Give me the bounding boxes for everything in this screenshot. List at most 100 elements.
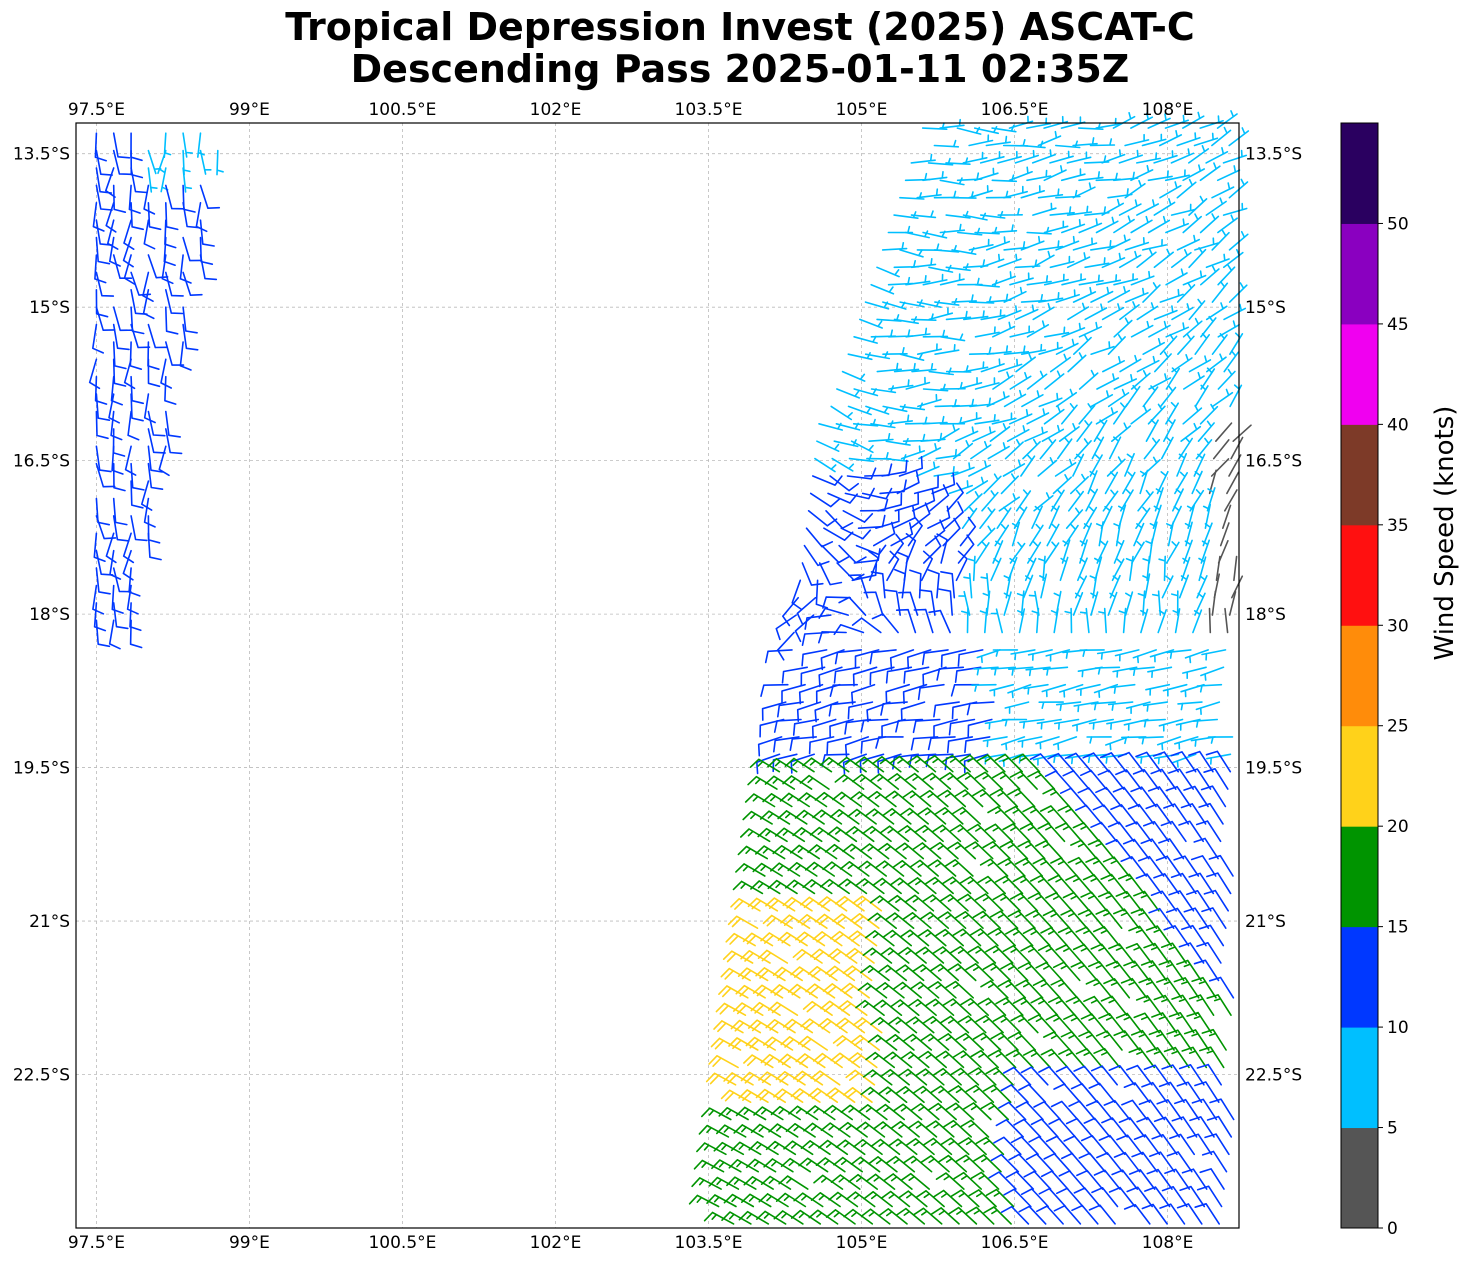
- wind-barb: [927, 1102, 957, 1121]
- wind-barb: [182, 236, 203, 262]
- wind-barb: [911, 363, 937, 373]
- wind-barb: [920, 1155, 950, 1173]
- wind-barb: [1120, 488, 1134, 512]
- wind-barb: [1052, 474, 1072, 495]
- wind-barb: [1233, 555, 1238, 582]
- wind-barb: [1136, 1116, 1163, 1138]
- wind-barb: [1141, 1203, 1168, 1225]
- wind-barb: [130, 393, 144, 422]
- wind-barb: [759, 718, 785, 738]
- wind-barb: [157, 149, 167, 175]
- wind-barb: [1163, 1046, 1190, 1069]
- wind-barb: [1180, 803, 1207, 825]
- wind-barb: [883, 1173, 913, 1190]
- wind-barb: [1002, 459, 1026, 477]
- wind-barb: [845, 1191, 876, 1208]
- wind-barb: [1125, 384, 1141, 408]
- wind-barb: [935, 1050, 965, 1069]
- wind-barb: [801, 631, 830, 646]
- wind-barb: [1098, 1134, 1126, 1156]
- colorbar-tick-label: 0: [1387, 1219, 1398, 1239]
- wind-barb: [1143, 821, 1170, 843]
- wind-barb: [887, 414, 913, 425]
- wind-barb: [1072, 182, 1096, 199]
- wind-barb: [950, 945, 979, 964]
- wind-barb: [182, 167, 193, 193]
- wind-barb: [1188, 872, 1215, 895]
- wind-barb: [825, 510, 854, 529]
- wind-barb: [1013, 506, 1028, 529]
- wind-barb: [905, 1138, 935, 1156]
- wind-barb: [990, 608, 1003, 634]
- wind-barb: [147, 532, 162, 561]
- wind-barb: [1130, 320, 1154, 338]
- wind-barb: [1043, 1031, 1071, 1051]
- wind-barb: [811, 718, 837, 739]
- wind-barb: [1025, 909, 1054, 929]
- wind-barb: [1206, 1115, 1233, 1138]
- wind-barb: [1223, 350, 1240, 373]
- wind-barb: [1015, 304, 1039, 321]
- wind-barb: [892, 505, 916, 529]
- wind-barb: [934, 807, 964, 825]
- wind-barb: [1012, 753, 1041, 773]
- lat-tick-label-right: 13.5°S: [1245, 145, 1302, 165]
- wind-barb: [95, 410, 109, 440]
- wind-barb: [800, 666, 826, 686]
- wind-barb: [972, 910, 1002, 929]
- wind-barb: [992, 771, 1021, 790]
- wind-barb: [1031, 607, 1040, 634]
- wind-barb: [1072, 822, 1100, 843]
- wind-barb: [1114, 649, 1140, 662]
- wind-barb: [1183, 1029, 1210, 1051]
- wind-barb: [1063, 1135, 1091, 1156]
- wind-barb: [886, 550, 900, 582]
- wind-barb: [130, 132, 143, 162]
- wind-barb: [796, 701, 822, 722]
- gridlines: [76, 123, 1239, 1228]
- wind-barb: [919, 789, 949, 808]
- wind-barb: [1005, 1049, 1034, 1069]
- wind-barb: [1136, 302, 1159, 321]
- wind-barb: [899, 929, 930, 947]
- wind-barb: [893, 362, 920, 373]
- wind-barb: [1030, 1118, 1059, 1138]
- wind-barb: [1080, 769, 1108, 790]
- wind-barb: [1223, 303, 1247, 321]
- wind-barb: [1075, 926, 1103, 947]
- wind-barb: [892, 981, 922, 999]
- wind-barb: [1032, 250, 1055, 269]
- wind-barb: [940, 1137, 970, 1156]
- wind-barb: [1170, 148, 1195, 164]
- wind-barb: [844, 826, 875, 843]
- wind-barb: [1203, 889, 1229, 912]
- wind-barb: [1113, 540, 1125, 564]
- wind-barb: [1007, 910, 1036, 929]
- wind-barb: [880, 1068, 910, 1086]
- wind-barb: [1154, 351, 1172, 373]
- colorbar-tick-label: 15: [1387, 918, 1409, 938]
- wind-barb: [992, 893, 1021, 912]
- wind-barb: [1043, 273, 1069, 286]
- wind-barb: [922, 383, 949, 392]
- wind-barb: [112, 149, 132, 176]
- wind-barb: [814, 457, 837, 473]
- wind-barb: [1105, 960, 1133, 982]
- wind-barb: [1062, 891, 1091, 912]
- wind-barb: [1057, 804, 1085, 825]
- wind-barb: [1201, 649, 1227, 661]
- wind-barb: [997, 150, 1022, 164]
- wind-barb: [109, 236, 121, 267]
- wind-barb: [1198, 924, 1225, 947]
- wind-barb: [968, 460, 992, 477]
- wind-barb: [1041, 683, 1067, 698]
- wind-barb: [884, 790, 914, 808]
- wind-barb: [882, 808, 912, 825]
- wind-barb: [988, 1171, 1017, 1190]
- wind-barb: [972, 1032, 1002, 1051]
- wind-barb: [1176, 959, 1202, 982]
- wind-barb: [130, 515, 148, 542]
- wind-barb: [696, 1142, 727, 1156]
- wind-barb: [1164, 114, 1189, 129]
- wind-barb: [942, 754, 971, 773]
